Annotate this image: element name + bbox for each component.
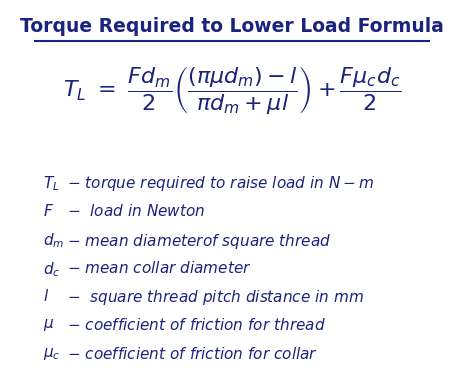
Text: Torque Required to Lower Load Formula: Torque Required to Lower Load Formula (20, 16, 443, 36)
Text: $F$: $F$ (44, 203, 54, 219)
Text: $\it{- \ mean \ diameter of \ square \ thread}$: $\it{- \ mean \ diameter of \ square \ t… (67, 231, 331, 251)
Text: $T_L$: $T_L$ (44, 174, 60, 193)
Text: $\mu$: $\mu$ (44, 317, 55, 333)
Text: $\it{- \ coefficient \ of \ friction \ for \ collar}$: $\it{- \ coefficient \ of \ friction \ f… (67, 346, 318, 363)
Text: $l$: $l$ (44, 288, 50, 304)
Text: $\it{- \ coefficient \ of \ friction \ for \ thread}$: $\it{- \ coefficient \ of \ friction \ f… (67, 317, 325, 333)
Text: $T_L \ = \ \dfrac{Fd_m}{2} \left( \dfrac{(\pi\mu d_m) - l}{\pi d_m + \mu l} \rig: $T_L \ = \ \dfrac{Fd_m}{2} \left( \dfrac… (63, 64, 400, 116)
Text: $\it{- \ \ square \ thread \ pitch \ distance \ in \ mm}$: $\it{- \ \ square \ thread \ pitch \ dis… (67, 288, 363, 308)
Text: $\mu_c$: $\mu_c$ (44, 346, 61, 363)
Text: $d_c$: $d_c$ (44, 260, 61, 279)
Text: $\it{- \ mean \ collar \ diameter}$: $\it{- \ mean \ collar \ diameter}$ (67, 260, 251, 276)
Text: $\it{- \ \ load \ in \ Newton}$: $\it{- \ \ load \ in \ Newton}$ (67, 203, 205, 219)
Text: $\it{- \ torque \ required \ to \ raise \ load \ in \ N-m}$: $\it{- \ torque \ required \ to \ raise … (67, 174, 374, 193)
Text: $d_m$: $d_m$ (44, 231, 65, 250)
